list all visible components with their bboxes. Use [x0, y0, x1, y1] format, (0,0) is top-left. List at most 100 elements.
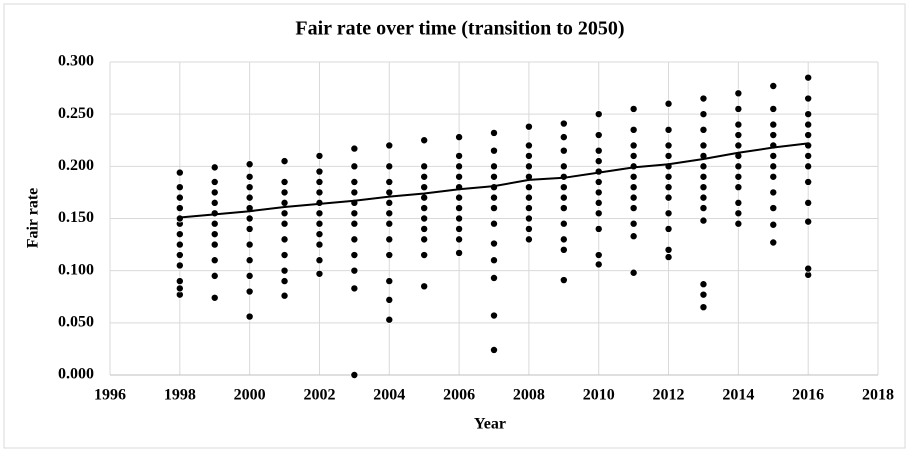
point: [455, 151, 464, 160]
point: [769, 81, 778, 90]
point: [420, 183, 429, 192]
point: [315, 230, 324, 239]
point: [664, 141, 673, 150]
point: [315, 256, 324, 265]
point: [315, 240, 324, 249]
point: [245, 312, 254, 321]
point: [245, 160, 254, 169]
point: [524, 224, 533, 233]
point: [350, 266, 359, 275]
point: [559, 119, 568, 128]
point: [629, 172, 638, 181]
point: [385, 219, 394, 228]
point: [455, 248, 464, 257]
point: [664, 224, 673, 233]
point: [280, 198, 289, 207]
chart-border: [3, 3, 906, 449]
point: [699, 94, 708, 103]
point: [734, 209, 743, 218]
point: [804, 264, 813, 273]
point: [594, 110, 603, 119]
point: [734, 131, 743, 140]
point: [664, 125, 673, 134]
x-tick-label: 1998: [164, 387, 196, 404]
point: [489, 311, 498, 320]
x-tick-label: 2002: [303, 387, 335, 404]
point: [489, 146, 498, 155]
point: [699, 110, 708, 119]
point: [559, 162, 568, 171]
point: [524, 235, 533, 244]
point: [280, 291, 289, 300]
point: [175, 193, 184, 202]
point: [769, 162, 778, 171]
point: [559, 235, 568, 244]
point: [420, 214, 429, 223]
point: [385, 177, 394, 186]
trend-line: [179, 142, 809, 219]
point: [210, 271, 219, 280]
point: [350, 370, 359, 379]
point: [315, 177, 324, 186]
point: [455, 235, 464, 244]
y-tick-label: 0.100: [58, 261, 94, 278]
point: [350, 284, 359, 293]
point: [280, 157, 289, 166]
point: [489, 128, 498, 137]
point: [699, 141, 708, 150]
point: [769, 172, 778, 181]
point: [594, 251, 603, 260]
point: [175, 277, 184, 286]
point: [210, 198, 219, 207]
point: [804, 217, 813, 226]
point: [210, 240, 219, 249]
point: [664, 183, 673, 192]
point: [664, 99, 673, 108]
point: [769, 188, 778, 197]
point: [524, 162, 533, 171]
point: [559, 276, 568, 285]
point: [245, 214, 254, 223]
point: [804, 151, 813, 160]
point: [559, 219, 568, 228]
point: [420, 162, 429, 171]
point: [769, 104, 778, 113]
point: [734, 198, 743, 207]
point: [594, 146, 603, 155]
point: [385, 198, 394, 207]
point: [455, 224, 464, 233]
point: [280, 251, 289, 260]
point: [524, 183, 533, 192]
point: [315, 151, 324, 160]
point: [420, 282, 429, 291]
point: [315, 209, 324, 218]
point: [524, 204, 533, 213]
point: [629, 125, 638, 134]
x-tick-label: 2016: [792, 387, 824, 404]
y-tick-label: 0.000: [58, 366, 94, 383]
point: [350, 209, 359, 218]
point: [629, 104, 638, 113]
point: [420, 172, 429, 181]
point: [734, 104, 743, 113]
point: [420, 224, 429, 233]
point: [350, 219, 359, 228]
point: [350, 162, 359, 171]
point: [385, 251, 394, 260]
point: [559, 204, 568, 213]
point: [385, 295, 394, 304]
point: [175, 204, 184, 213]
chart-title: Fair rate over time (transition to 2050): [295, 18, 624, 40]
point: [175, 240, 184, 249]
point: [804, 177, 813, 186]
point: [455, 162, 464, 171]
y-tick-label: 0.300: [58, 53, 94, 70]
point: [385, 315, 394, 324]
point: [315, 188, 324, 197]
point: [629, 193, 638, 202]
point: [664, 172, 673, 181]
point: [769, 151, 778, 160]
point: [699, 280, 708, 289]
point: [629, 204, 638, 213]
